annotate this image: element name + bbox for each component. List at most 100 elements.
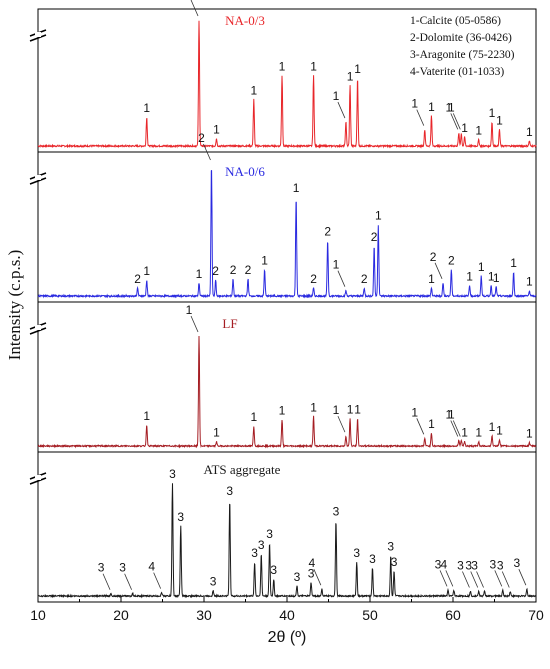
peak-label: 3 [119,561,126,575]
series-label: ATS aggregate [204,462,281,477]
peak-label: 1 [310,400,317,414]
x-tick-label: 30 [196,607,212,623]
axis-break-gap [35,32,41,37]
series-line-2 [37,335,537,449]
peak-label: 3 [258,538,265,552]
peak-arrow [470,571,479,588]
legend: 1-Calcite (05-0586) 2-Dolomite (36-0426) 3… [410,15,515,78]
peak-label: 3 [369,552,376,566]
peak-arrow [439,570,448,587]
peak-arrow [452,420,461,437]
peak-label: 1 [333,258,340,272]
peak-label: 1 [496,423,503,437]
peak-label: 3 [177,510,184,524]
peak-label: 1 [445,100,452,114]
peak-label: 3 [489,557,496,571]
peak-label: 1 [261,254,268,268]
peak-label: 1 [375,209,382,223]
peak-arrow [416,418,425,435]
peak-arrow [494,570,503,587]
peak-label: 1 [213,426,220,440]
peak-label: 3 [471,558,478,572]
peak-label: 3 [294,570,301,584]
peak-arrow [501,571,510,588]
peak-label: 4 [309,556,316,570]
legend-entry: 4-Vaterite (01-1033) [410,66,504,78]
peak-label: 1 [428,272,435,286]
series-line-1 [37,169,537,299]
series-label: NA-0/3 [225,13,265,28]
x-tick-label: 50 [362,607,378,623]
peak-label: 1 [143,264,150,278]
series-line-3 [37,483,537,599]
legend-entry: 3-Aragonite (75-2230) [410,49,515,61]
axis-break-gap [35,175,41,180]
peak-label: 1 [333,403,340,417]
peak-label: 3 [333,504,340,518]
peak-label: 1 [186,0,193,1]
peak-label: 1 [493,271,500,285]
peak-label: 1 [354,62,361,76]
peak-arrow [102,573,111,590]
peak-label: 3 [251,546,258,560]
peak-label: 1 [143,101,150,115]
peak-label: 1 [310,59,317,73]
peak-label: 2 [310,272,317,286]
peak-arrow [450,420,459,437]
peak-label: 4 [148,560,155,574]
peak-label: 1 [526,275,533,289]
peak-label: 1 [445,408,452,422]
peak-label: 3 [266,527,273,541]
peak-arrow [190,315,199,333]
peak-arrow [434,262,443,279]
x-tick-label: 60 [445,607,461,623]
peak-label: 1 [475,124,482,138]
peak-arrow [190,0,199,17]
peak-label: 1 [428,417,435,431]
peak-arrow [124,573,132,590]
peak-label: 1 [347,403,354,417]
peak-label: 3 [226,484,233,498]
peak-label: 1 [466,269,473,283]
peak-label: 1 [461,121,468,135]
peak-label: 1 [489,420,496,434]
series-label: LF [222,316,237,331]
y-axis-title: Intensity (c.p.s.) [5,250,24,360]
peak-label: 3 [169,467,176,481]
peak-label: 1 [250,83,257,97]
peak-label: 2 [134,272,141,286]
x-tick-label: 40 [279,607,295,623]
peak-arrow [337,270,346,287]
peak-arrow [518,569,527,586]
peak-label: 3 [435,557,442,571]
x-axis-title: 2θ (º) [268,629,307,646]
peak-label: 3 [497,558,504,572]
peak-arrow [337,101,346,119]
legend-entry: 1-Calcite (05-0586) [410,15,501,27]
peak-label: 3 [387,539,394,553]
peak-arrow [476,571,484,588]
peak-label: 3 [353,546,360,560]
peak-label: 3 [457,558,464,572]
legend-entry: 2-Dolomite (36-0426) [410,32,512,44]
peak-label: 1 [213,122,220,136]
peak-label: 3 [465,558,472,572]
peak-label: 2 [245,263,252,277]
peak-arrow [445,570,454,587]
peak-label: 2 [361,272,368,286]
peak-label: 3 [391,555,398,569]
peak-label: 1 [143,409,150,423]
series-label: NA-0/6 [225,164,265,179]
peak-label: 1 [411,97,418,111]
peak-arrow [462,571,470,588]
peak-label: 2 [324,225,331,239]
peak-label: 1 [333,89,340,103]
peak-label: 1 [526,125,533,139]
peak-label: 3 [210,574,217,588]
peak-arrow [450,113,459,130]
axis-break-gap [35,475,41,480]
